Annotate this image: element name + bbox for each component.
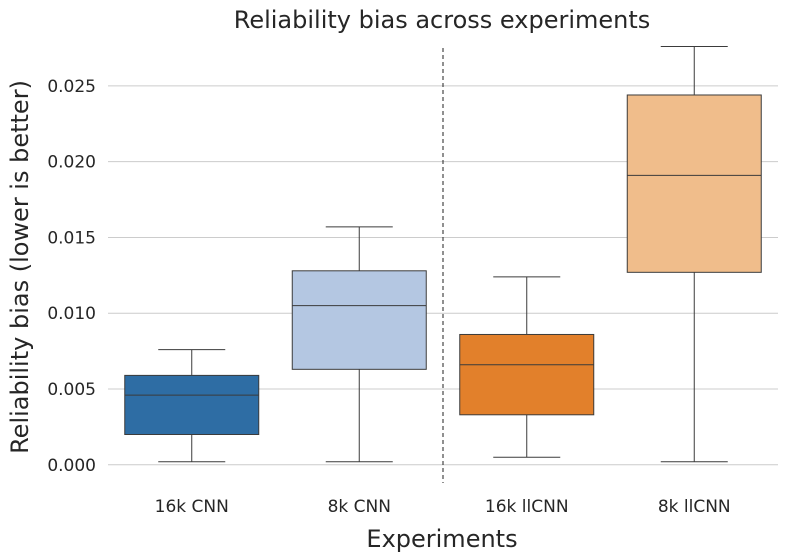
y-tick-label: 0.010 bbox=[47, 304, 96, 324]
x-tick-label: 8k CNN bbox=[328, 497, 391, 517]
box-8k-llcnn bbox=[626, 45, 762, 463]
x-axis-ticks: 16k CNN 8k CNN 16k llCNN 8k llCNN bbox=[155, 497, 731, 517]
x-tick-label: 8k llCNN bbox=[658, 497, 731, 517]
y-tick-label: 0.025 bbox=[47, 77, 96, 97]
y-tick-label: 0.000 bbox=[47, 456, 96, 476]
y-tick-label: 0.005 bbox=[47, 380, 96, 400]
iqr-box bbox=[124, 374, 260, 435]
box-layer bbox=[124, 45, 762, 483]
iqr-box bbox=[626, 94, 762, 273]
x-axis-label: Experiments bbox=[366, 525, 517, 553]
iqr-box bbox=[459, 333, 595, 416]
y-axis-ticks: 0.000 0.005 0.010 0.015 0.020 0.025 bbox=[47, 77, 96, 476]
box-16k-cnn bbox=[124, 349, 260, 463]
x-tick-label: 16k llCNN bbox=[485, 497, 569, 517]
box-8k-cnn bbox=[291, 226, 427, 463]
box-16k-llcnn bbox=[459, 276, 595, 458]
iqr-box bbox=[291, 270, 427, 370]
chart-title: Reliability bias across experiments bbox=[234, 6, 651, 34]
x-tick-label: 16k CNN bbox=[155, 497, 229, 517]
y-tick-label: 0.015 bbox=[47, 228, 96, 248]
y-axis-label: Reliability bias (lower is better) bbox=[6, 80, 34, 454]
y-tick-label: 0.020 bbox=[47, 153, 96, 173]
